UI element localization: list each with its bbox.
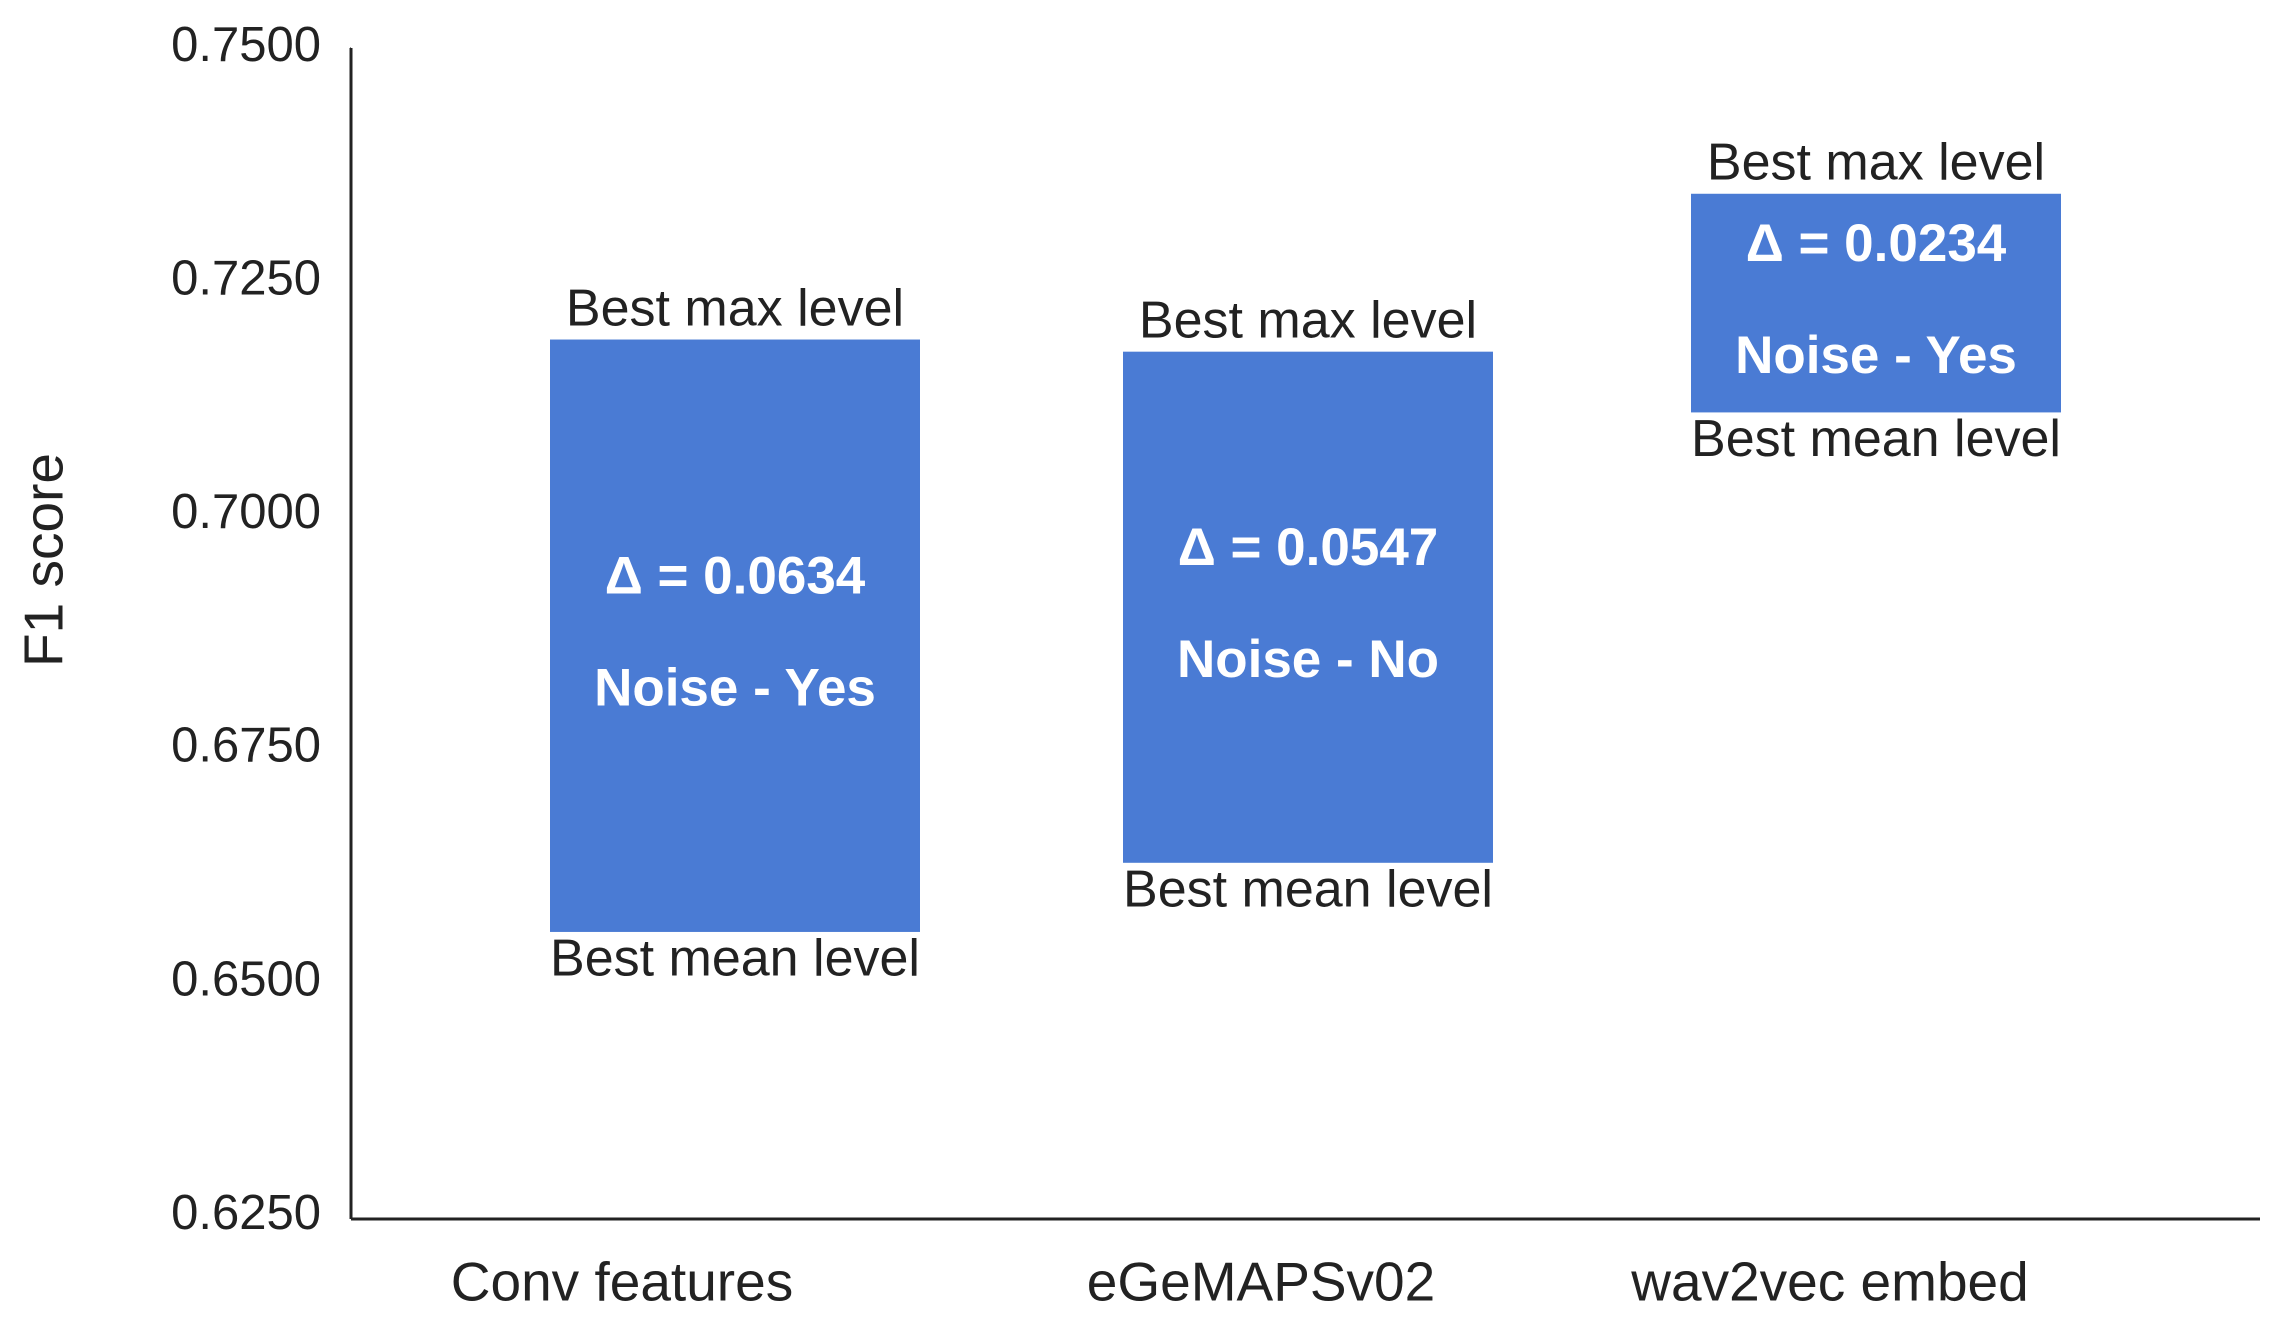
y-tick-label: 0.6500	[171, 952, 321, 1006]
x-tick-label: wav2vec embed	[1630, 1251, 2028, 1313]
bar	[1691, 193, 2061, 413]
bar	[550, 339, 920, 932]
delta-label: Δ = 0.0234	[1746, 214, 2007, 273]
y-tick-label: 0.6250	[171, 1186, 321, 1240]
bottom-label: Best mean level	[1123, 861, 1493, 919]
top-label: Best max level	[1139, 291, 1477, 349]
delta-label: Δ = 0.0634	[605, 547, 866, 606]
noise-label: Noise - Yes	[594, 659, 876, 718]
y-tick-label: 0.7500	[171, 18, 321, 72]
noise-label: Noise - Yes	[1735, 326, 2017, 385]
y-tick-label: 0.7250	[171, 252, 321, 306]
y-tick-label: 0.6750	[171, 719, 321, 773]
y-axis-title: F1 score	[13, 453, 75, 667]
noise-label: Noise - No	[1177, 630, 1439, 689]
top-label: Best max level	[566, 279, 904, 337]
x-tick-label: eGeMAPSv02	[1087, 1251, 1436, 1313]
bottom-label: Best mean level	[1691, 410, 2061, 468]
bottom-label: Best mean level	[550, 930, 920, 988]
x-tick-label: Conv features	[451, 1251, 793, 1313]
delta-label: Δ = 0.0547	[1178, 518, 1439, 577]
top-label: Best max level	[1707, 134, 2045, 192]
y-tick-label: 0.7000	[171, 485, 321, 539]
bar	[1123, 351, 1493, 863]
